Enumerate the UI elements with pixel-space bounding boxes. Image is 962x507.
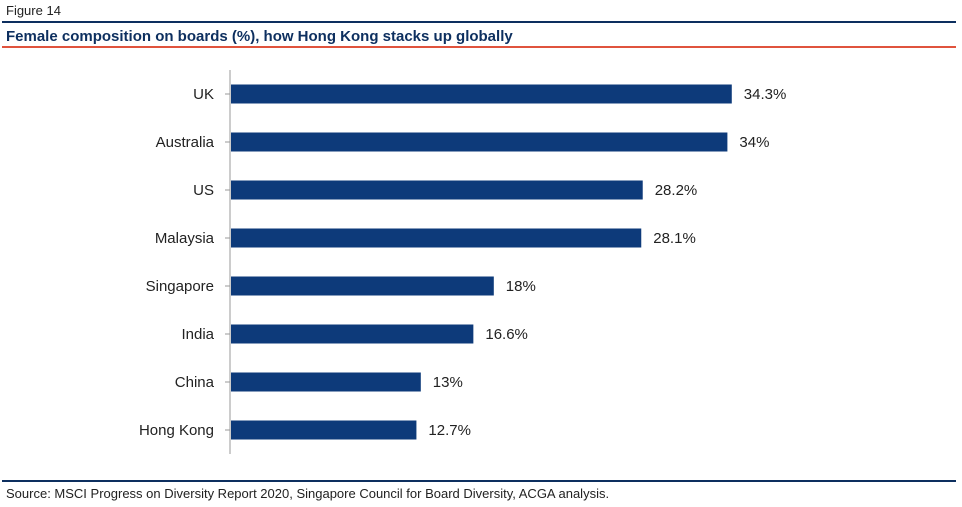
source-note: Source: MSCI Progress on Diversity Repor… [6,486,610,501]
category-label: US [193,182,214,199]
chart-title: Female composition on boards (%), how Ho… [6,28,513,45]
bar [231,372,421,392]
category-label: China [175,374,215,391]
bar [231,84,732,104]
bar-chart: UK 34.3% Australia 34% US 28.2% Malaysia 28.1% S… [139,70,787,454]
category-label: Australia [156,134,215,151]
bar [231,132,728,152]
bar [231,324,474,344]
data-label: 16.6% [485,326,528,343]
bar [231,276,494,296]
data-label: 34.3% [744,86,787,103]
category-label: UK [193,86,214,103]
top-divider [2,21,956,23]
data-label: 12.7% [428,422,471,439]
category-label: India [181,326,214,343]
data-label: 13% [433,374,463,391]
bottom-divider [2,480,956,482]
data-label: 18% [506,278,536,295]
category-label: Singapore [146,278,214,295]
data-label: 28.2% [655,182,698,199]
data-label: 34% [739,134,769,151]
data-label: 28.1% [653,230,696,247]
category-label: Hong Kong [139,422,214,439]
chart-area: UK 34.3% Australia 34% US 28.2% Malaysia 28.1% S… [0,55,962,475]
title-underline [2,46,956,48]
category-label: Malaysia [155,230,215,247]
figure-label: Figure 14 [6,3,61,18]
bar [231,180,643,200]
bar [231,420,417,440]
bar [231,228,642,248]
